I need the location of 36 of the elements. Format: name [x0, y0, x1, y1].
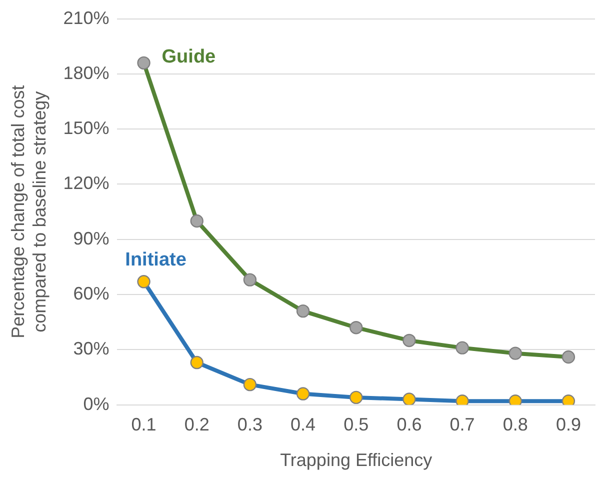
point [190, 214, 204, 228]
y-tick-label: 120% [63, 173, 110, 194]
y-tick-label: 30% [73, 338, 110, 359]
point [137, 275, 150, 288]
x-axis-title: Trapping Efficiency [280, 450, 432, 470]
y-tick-label: 60% [73, 283, 110, 304]
y-tick-label: 150% [63, 118, 110, 138]
y-tick-label: 0% [83, 394, 110, 414]
point [456, 341, 469, 354]
x-tick-label: 0.3 [237, 414, 262, 435]
x-tick-label: 0.9 [556, 414, 581, 435]
x-tick-label: 0.7 [450, 414, 475, 435]
y-tick-label: 180% [63, 62, 110, 83]
x-tick-label: 0.8 [502, 414, 528, 435]
point [137, 56, 150, 70]
point [190, 356, 204, 370]
point [350, 321, 363, 334]
x-tick-label: 0.6 [396, 414, 422, 435]
point [350, 390, 363, 404]
y-tick-label: 90% [73, 228, 110, 248]
point [296, 304, 310, 318]
x-tick-label: 0.5 [344, 414, 369, 435]
x-tick-label: 0.1 [131, 414, 156, 435]
y-tick-label: 210% [63, 8, 110, 28]
point [243, 378, 257, 392]
point [243, 273, 257, 286]
x-tick-label: 0.2 [184, 414, 210, 435]
series-label: Initiate [125, 249, 186, 270]
y-axis-title: Percentage change of total cost compared to baseline strategy [8, 85, 50, 338]
point [402, 334, 416, 348]
x-tick-label: 0.4 [290, 414, 316, 435]
point [508, 346, 522, 360]
series-label: Guide [162, 46, 216, 68]
point [402, 392, 416, 405]
point [562, 350, 576, 364]
point [296, 387, 310, 400]
